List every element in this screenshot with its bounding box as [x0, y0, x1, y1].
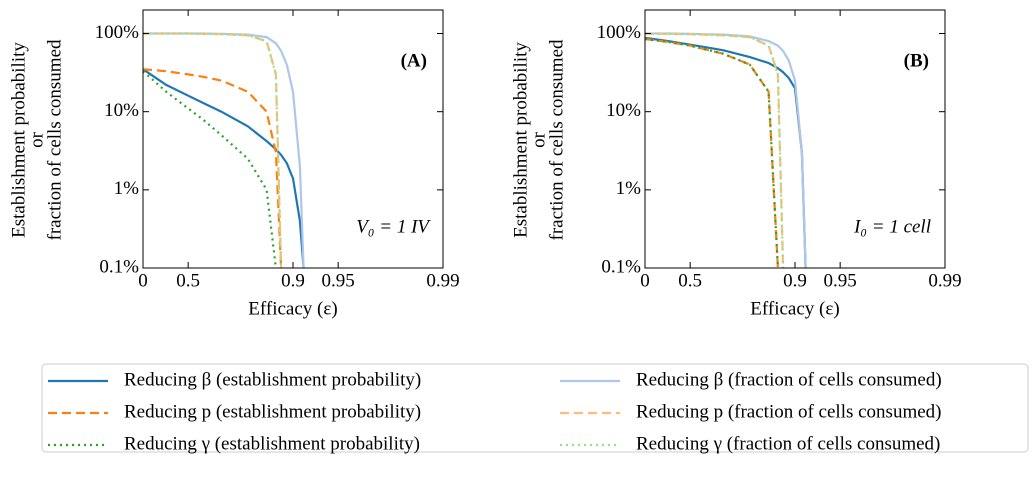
x-tick-label: 0.99 — [928, 270, 961, 291]
y-axis-label: Establishment probability — [8, 42, 29, 238]
y-axis-label: or — [528, 131, 549, 148]
x-axis-label: Efficacy (ε) — [248, 298, 337, 319]
series-line — [142, 68, 305, 269]
x-tick-label: 0.9 — [783, 270, 807, 291]
legend-label: Reducing β (establishment probability) — [124, 369, 421, 390]
y-tick-label: 1% — [616, 178, 642, 199]
y-tick-label: 100% — [95, 22, 140, 43]
x-tick-label: 0.5 — [678, 270, 702, 291]
x-tick-label: 0 — [138, 270, 148, 291]
series-line — [644, 37, 779, 269]
x-axis-label: Efficacy (ε) — [750, 298, 839, 319]
y-axis-label: or — [26, 131, 47, 148]
x-tick-label: 0.95 — [824, 270, 857, 291]
legend-label: Reducing p (establishment probability) — [124, 401, 421, 422]
series-line — [143, 32, 283, 269]
panel-label: (B) — [904, 50, 929, 71]
y-tick-label: 10% — [104, 100, 139, 121]
series-line — [143, 32, 283, 269]
y-tick-label: 10% — [606, 100, 641, 121]
series-line — [142, 68, 283, 269]
legend-label: Reducing p (fraction of cells consumed) — [636, 401, 941, 422]
y-tick-label: 1% — [114, 178, 140, 199]
legend-label: Reducing γ (establishment probability) — [124, 433, 420, 454]
x-tick-label: 0.5 — [176, 270, 200, 291]
series-line — [644, 37, 779, 269]
condition-label: V₀ = 1 IV — [356, 216, 431, 237]
legend-label: Reducing γ (fraction of cells consumed) — [636, 433, 940, 454]
condition-label: I₀ = 1 cell — [853, 216, 931, 237]
series-line — [644, 32, 785, 269]
y-tick-label: 100% — [597, 22, 642, 43]
legend-label: Reducing β (fraction of cells consumed) — [636, 369, 942, 390]
legend-box — [41, 363, 1029, 453]
y-tick-label: 0.1% — [99, 256, 139, 277]
x-tick-label: 0.9 — [281, 270, 305, 291]
series-line — [644, 32, 785, 269]
y-tick-label: 0.1% — [601, 256, 641, 277]
x-tick-label: 0 — [640, 270, 650, 291]
y-axis-label: Establishment probability — [510, 42, 531, 238]
x-tick-label: 0.95 — [322, 270, 355, 291]
y-axis-label: fraction of cells consumed — [546, 39, 567, 241]
x-tick-label: 0.99 — [426, 270, 459, 291]
y-axis-label: fraction of cells consumed — [44, 39, 65, 241]
panel-label: (A) — [401, 50, 427, 71]
